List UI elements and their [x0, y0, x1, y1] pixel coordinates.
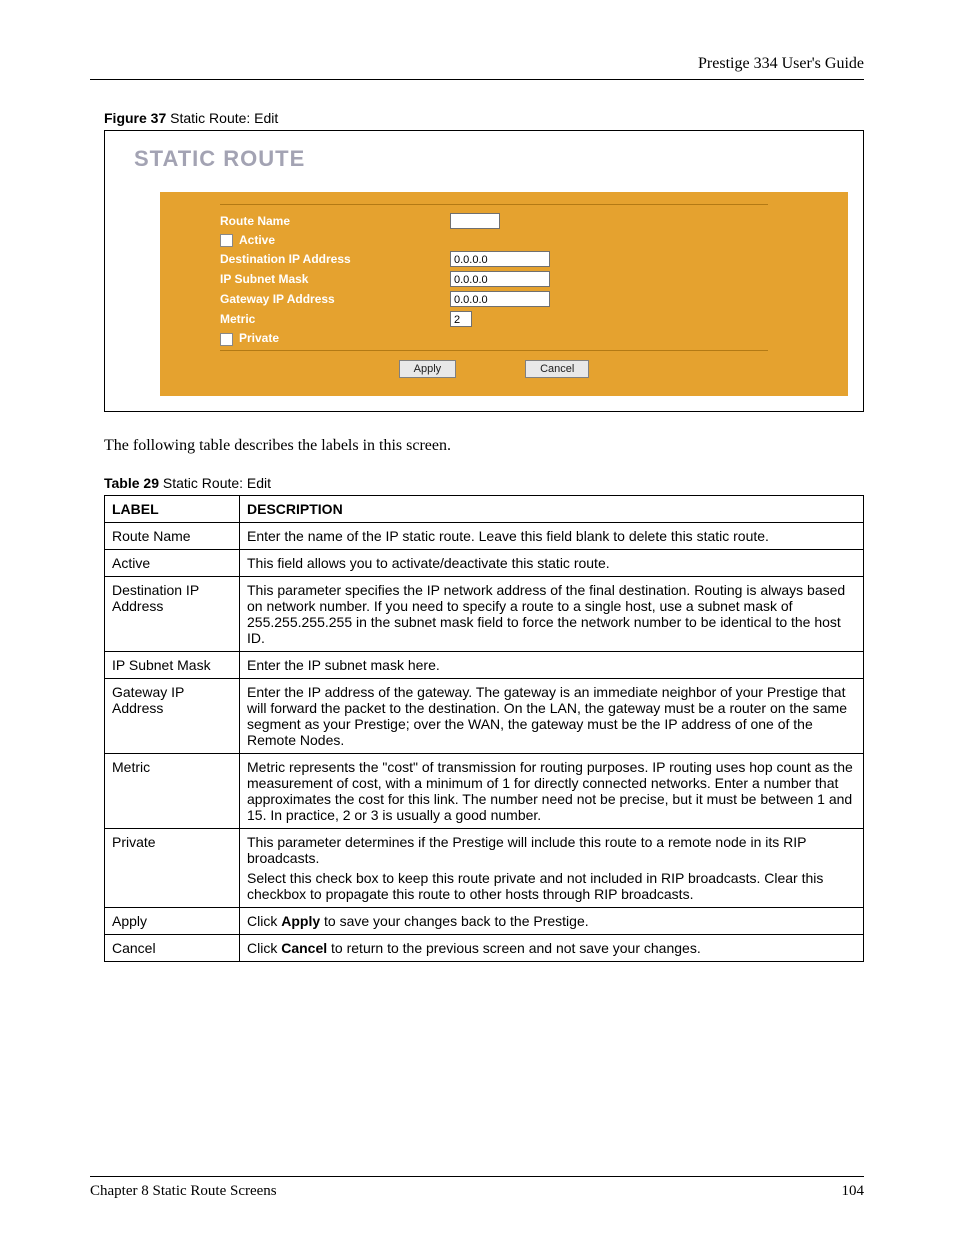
- panel-top-sep: [220, 204, 768, 205]
- active-label: Active: [239, 233, 275, 247]
- table-row: CancelClick Cancel to return to the prev…: [105, 934, 864, 961]
- subnet-input[interactable]: 0.0.0.0: [450, 271, 550, 287]
- table-cell-description: Click Apply to save your changes back to…: [240, 907, 864, 934]
- intro-text: The following table describes the labels…: [104, 437, 864, 455]
- private-label-wrap: Private: [220, 331, 450, 345]
- table-cell-description: Metric represents the "cost" of transmis…: [240, 753, 864, 828]
- route-name-label: Route Name: [220, 214, 450, 228]
- table-caption-text: Static Route: Edit: [159, 475, 271, 491]
- row-route-name: Route Name: [220, 213, 768, 229]
- active-checkbox[interactable]: [220, 234, 233, 247]
- table-row: ApplyClick Apply to save your changes ba…: [105, 907, 864, 934]
- private-checkbox[interactable]: [220, 333, 233, 346]
- table-row: PrivateThis parameter determines if the …: [105, 828, 864, 907]
- gateway-input[interactable]: 0.0.0.0: [450, 291, 550, 307]
- th-label: LABEL: [105, 495, 240, 522]
- table-cell-description: This parameter specifies the IP network …: [240, 576, 864, 651]
- dest-ip-input[interactable]: 0.0.0.0: [450, 251, 550, 267]
- table-cell-label: Gateway IP Address: [105, 678, 240, 753]
- figure-title: STATIC ROUTE: [134, 146, 848, 172]
- table-cell-description: This field allows you to activate/deacti…: [240, 549, 864, 576]
- row-private: Private: [220, 331, 768, 345]
- table-row: MetricMetric represents the "cost" of tr…: [105, 753, 864, 828]
- table-row: ActiveThis field allows you to activate/…: [105, 549, 864, 576]
- active-label-wrap: Active: [220, 233, 450, 247]
- th-description: DESCRIPTION: [240, 495, 864, 522]
- table-cell-description: Enter the name of the IP static route. L…: [240, 522, 864, 549]
- table-cell-description: This parameter determines if the Prestig…: [240, 828, 864, 907]
- table-cell-label: Private: [105, 828, 240, 907]
- static-route-form-panel: Route Name Active Destination IP Address…: [160, 192, 848, 396]
- table-row: Gateway IP AddressEnter the IP address o…: [105, 678, 864, 753]
- figure-box: STATIC ROUTE Route Name Active Destinati…: [104, 130, 864, 412]
- figure-caption: Figure 37 Static Route: Edit: [104, 110, 864, 126]
- route-name-input[interactable]: [450, 213, 500, 229]
- table-cell-description: Enter the IP address of the gateway. The…: [240, 678, 864, 753]
- table-row: Destination IP AddressThis parameter spe…: [105, 576, 864, 651]
- row-dest-ip: Destination IP Address 0.0.0.0: [220, 251, 768, 267]
- footer-chapter: Chapter 8 Static Route Screens: [90, 1183, 277, 1200]
- header-rule: [90, 79, 864, 80]
- row-subnet: IP Subnet Mask 0.0.0.0: [220, 271, 768, 287]
- table-cell-label: Destination IP Address: [105, 576, 240, 651]
- button-row: Apply Cancel: [220, 359, 768, 378]
- table-cell-description: Enter the IP subnet mask here.: [240, 651, 864, 678]
- dest-ip-label: Destination IP Address: [220, 252, 450, 266]
- table-caption: Table 29 Static Route: Edit: [104, 475, 864, 491]
- table-cell-label: Metric: [105, 753, 240, 828]
- table-cell-label: Apply: [105, 907, 240, 934]
- doc-title: Prestige 334 User's Guide: [90, 55, 864, 73]
- subnet-label: IP Subnet Mask: [220, 272, 450, 286]
- table-row: IP Subnet MaskEnter the IP subnet mask h…: [105, 651, 864, 678]
- cancel-button[interactable]: Cancel: [525, 360, 589, 378]
- metric-label: Metric: [220, 312, 450, 326]
- figure-caption-text: Static Route: Edit: [166, 110, 278, 126]
- metric-input[interactable]: 2: [450, 311, 472, 327]
- row-metric: Metric 2: [220, 311, 768, 327]
- apply-button[interactable]: Apply: [399, 360, 457, 378]
- table-cell-label: Active: [105, 549, 240, 576]
- table-row: Route NameEnter the name of the IP stati…: [105, 522, 864, 549]
- row-active: Active: [220, 233, 768, 247]
- table-cell-label: Cancel: [105, 934, 240, 961]
- footer-page-number: 104: [842, 1183, 865, 1200]
- private-label: Private: [239, 331, 279, 345]
- row-gateway: Gateway IP Address 0.0.0.0: [220, 291, 768, 307]
- table-cell-label: Route Name: [105, 522, 240, 549]
- gateway-label: Gateway IP Address: [220, 292, 450, 306]
- table-caption-num: Table 29: [104, 475, 159, 491]
- table-cell-description: Click Cancel to return to the previous s…: [240, 934, 864, 961]
- description-table: LABEL DESCRIPTION Route NameEnter the na…: [104, 495, 864, 962]
- panel-bottom-sep: [220, 350, 768, 351]
- table-cell-label: IP Subnet Mask: [105, 651, 240, 678]
- figure-caption-num: Figure 37: [104, 110, 166, 126]
- page-footer: Chapter 8 Static Route Screens 104: [90, 1168, 864, 1200]
